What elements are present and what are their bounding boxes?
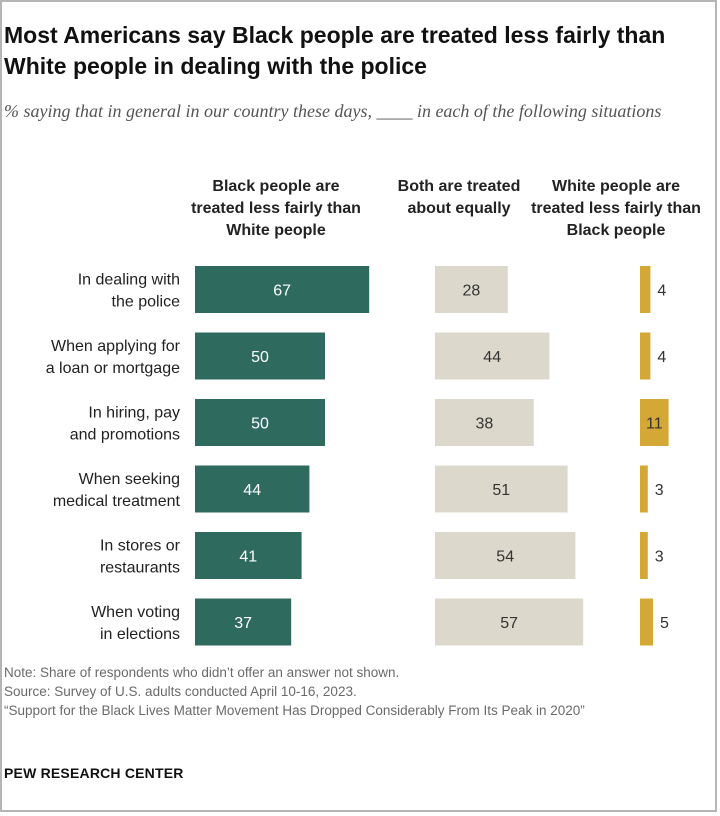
column-header-black-less-fairly: Black people are treated less fairly tha… — [191, 178, 361, 239]
data-label-series-1: 41 — [239, 549, 257, 566]
data-label-series-1: 50 — [251, 416, 269, 433]
bar-series-3 — [640, 465, 648, 513]
category-label-line: a loan or mortgage — [46, 360, 180, 377]
category-label-line: When voting — [91, 604, 180, 621]
bar-series-1 — [195, 598, 292, 646]
data-label-series-2: 44 — [483, 349, 501, 366]
bar-series-1 — [195, 332, 325, 380]
bar-series-1 — [195, 465, 310, 513]
bar-series-1 — [195, 532, 302, 579]
category-label-line: In hiring, pay — [88, 405, 180, 422]
stacked-bar-chart: In dealing with the police 67 28 4 When apply… — [46, 266, 669, 646]
report-title-text: “Support for the Black Lives Matter Move… — [4, 703, 585, 718]
category-label-line: In stores or — [100, 538, 181, 555]
bar-series-2 — [435, 266, 508, 313]
column-header-white-less-fairly: White people are treated less fairly tha… — [531, 178, 701, 239]
note-text: Note: Share of respondents who didn’t of… — [4, 665, 400, 680]
bar-series-3 — [640, 266, 651, 313]
category-label-line: and promotions — [70, 427, 180, 444]
data-label-series-1: 50 — [251, 349, 269, 366]
category-label-line: When seeking — [79, 471, 180, 488]
bar-series-2 — [435, 598, 584, 646]
data-label-series-2: 51 — [492, 482, 510, 499]
category-label: When voting in elections — [91, 604, 180, 643]
data-label-series-3: 5 — [660, 615, 669, 632]
category-label-line: medical treatment — [53, 493, 181, 510]
data-label-series-2: 57 — [500, 615, 518, 632]
data-label-series-2: 38 — [476, 416, 494, 433]
bar-series-1 — [195, 266, 370, 313]
data-label-series-3: 3 — [655, 482, 664, 499]
category-label: When seeking medical treatment — [53, 471, 181, 510]
data-label-series-3: 11 — [646, 416, 663, 433]
bar-series-2 — [435, 332, 550, 380]
bar-series-3 — [640, 332, 651, 380]
bar-series-3 — [640, 598, 653, 646]
data-label-series-3: 4 — [657, 283, 666, 300]
bar-series-3 — [640, 399, 669, 446]
chart-subtitle: % saying that in general in our country … — [4, 101, 662, 121]
bar-series-3 — [640, 532, 648, 579]
bar-series-2 — [435, 399, 534, 446]
category-label-line: When applying for — [51, 338, 181, 355]
brand-logo-text: PEW RESEARCH CENTER — [4, 765, 184, 781]
data-label-series-2: 28 — [463, 283, 481, 300]
category-label: In dealing with the police — [78, 272, 180, 311]
category-label-line: the police — [112, 294, 181, 311]
category-label: In hiring, pay and promotions — [70, 405, 180, 444]
bar-series-2 — [435, 465, 568, 513]
bar-series-1 — [195, 399, 325, 446]
data-label-series-3: 4 — [657, 349, 666, 366]
category-label: In stores or restaurants — [100, 538, 181, 577]
column-header-treated-equally: Both are treated about equally — [397, 178, 521, 217]
data-label-series-1: 44 — [243, 482, 261, 499]
data-label-series-2: 54 — [496, 549, 514, 566]
category-label-line: In dealing with — [78, 272, 180, 289]
data-label-series-1: 67 — [273, 283, 291, 300]
chart-notes: Note: Share of respondents who didn’t of… — [4, 663, 704, 720]
category-label: When applying for a loan or mortgage — [46, 338, 181, 377]
category-label-line: restaurants — [100, 560, 180, 577]
data-label-series-1: 37 — [234, 615, 252, 632]
category-label-line: in elections — [100, 626, 180, 643]
data-label-series-3: 3 — [655, 549, 664, 566]
bar-series-2 — [435, 532, 576, 579]
chart-title: Most Americans say Black people are trea… — [4, 22, 666, 79]
source-text: Source: Survey of U.S. adults conducted … — [4, 684, 357, 699]
